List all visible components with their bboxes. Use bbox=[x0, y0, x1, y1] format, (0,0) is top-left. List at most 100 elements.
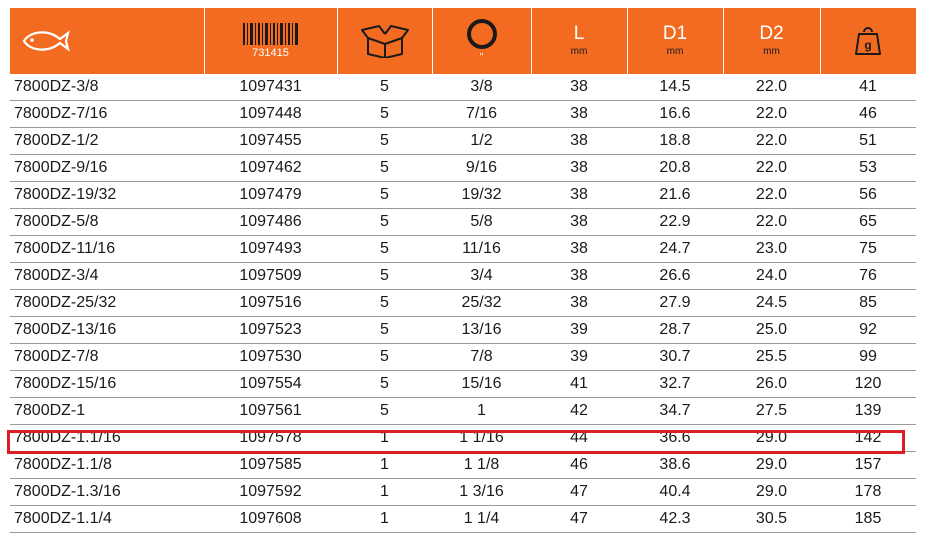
cell-size: 3/8 bbox=[432, 74, 531, 101]
cell-weight: 76 bbox=[820, 262, 916, 290]
header-d2: D2 mm bbox=[723, 8, 821, 74]
cell-pack-qty: 5 bbox=[337, 397, 432, 425]
cell-d1: 28.7 bbox=[627, 316, 723, 344]
cell-reference: 7800DZ-3/4 bbox=[10, 262, 204, 290]
cell-d2: 27.5 bbox=[723, 397, 820, 425]
cell-ean: 1097523 bbox=[204, 316, 337, 344]
cell-weight: 65 bbox=[820, 208, 916, 236]
cell-ean: 1097516 bbox=[204, 289, 337, 317]
cell-size: 19/32 bbox=[432, 181, 531, 209]
weight-label: g bbox=[865, 38, 872, 52]
cell-reference: 7800DZ-19/32 bbox=[10, 181, 204, 209]
table-row: 7800DZ-13/16 1097523 5 13/16 39 28.7 25.0 92 bbox=[10, 316, 916, 344]
barcode-number: 731415 bbox=[252, 47, 289, 59]
table-row: 7800DZ-25/32 1097516 5 25/32 38 27.9 24.5 85 bbox=[10, 289, 916, 317]
cell-d1: 27.9 bbox=[627, 289, 723, 317]
cell-weight: 157 bbox=[820, 451, 916, 479]
cell-pack-qty: 5 bbox=[337, 154, 432, 182]
cell-size: 1 bbox=[432, 397, 531, 425]
cell-ean: 1097479 bbox=[204, 181, 337, 209]
cell-size: 1 1/8 bbox=[432, 451, 531, 479]
d1-unit: mm bbox=[666, 46, 684, 57]
cell-pack-qty: 5 bbox=[337, 343, 432, 371]
cell-length: 39 bbox=[531, 316, 627, 344]
socket-icon bbox=[466, 19, 497, 49]
cell-d1: 32.7 bbox=[627, 370, 723, 398]
table-row: 7800DZ-3/8 1097431 5 3/8 38 14.5 22.0 41 bbox=[10, 74, 916, 101]
cell-weight: 120 bbox=[820, 370, 916, 398]
cell-d2: 22.0 bbox=[723, 127, 820, 155]
socket-unit: " bbox=[479, 52, 484, 63]
cell-d1: 20.8 bbox=[627, 154, 723, 182]
cell-d2: 24.0 bbox=[723, 262, 820, 290]
cell-weight: 139 bbox=[820, 397, 916, 425]
cell-reference: 7800DZ-15/16 bbox=[10, 370, 204, 398]
spec-table: 731415 " L mm bbox=[10, 8, 916, 533]
cell-ean: 1097462 bbox=[204, 154, 337, 182]
cell-reference: 7800DZ-3/8 bbox=[10, 74, 204, 101]
table-row: 7800DZ-1.3/16 1097592 1 1 3/16 47 40.4 29.0 178 bbox=[10, 478, 916, 506]
cell-d2: 30.5 bbox=[723, 505, 820, 533]
cell-weight: 46 bbox=[820, 100, 916, 128]
cell-d2: 25.5 bbox=[723, 343, 820, 371]
table-row: 7800DZ-9/16 1097462 5 9/16 38 20.8 22.0 53 bbox=[10, 154, 916, 182]
cell-weight: 75 bbox=[820, 235, 916, 263]
table-row: 7800DZ-7/16 1097448 5 7/16 38 16.6 22.0 46 bbox=[10, 100, 916, 128]
cell-weight: 56 bbox=[820, 181, 916, 209]
cell-d1: 18.8 bbox=[627, 127, 723, 155]
cell-size: 7/16 bbox=[432, 100, 531, 128]
cell-size: 5/8 bbox=[432, 208, 531, 236]
cell-length: 38 bbox=[531, 289, 627, 317]
cell-ean: 1097561 bbox=[204, 397, 337, 425]
cell-d1: 22.9 bbox=[627, 208, 723, 236]
cell-weight: 178 bbox=[820, 478, 916, 506]
cell-ean: 1097486 bbox=[204, 208, 337, 236]
cell-length: 38 bbox=[531, 74, 627, 101]
cell-ean: 1097431 bbox=[204, 74, 337, 101]
cell-reference: 7800DZ-1.1/16 bbox=[10, 424, 204, 452]
cell-d2: 22.0 bbox=[723, 100, 820, 128]
cell-d2: 22.0 bbox=[723, 154, 820, 182]
length-unit: mm bbox=[570, 46, 588, 57]
cell-d1: 36.6 bbox=[627, 424, 723, 452]
header-length: L mm bbox=[531, 8, 628, 74]
cell-pack-qty: 5 bbox=[337, 208, 432, 236]
cell-reference: 7800DZ-7/8 bbox=[10, 343, 204, 371]
d2-unit: mm bbox=[763, 46, 780, 57]
cell-weight: 99 bbox=[820, 343, 916, 371]
table-row: 7800DZ-1.1/16 1097578 1 1 1/16 44 36.6 29.0 142 bbox=[10, 424, 916, 452]
cell-ean: 1097608 bbox=[204, 505, 337, 533]
table-row: 7800DZ-7/8 1097530 5 7/8 39 30.7 25.5 99 bbox=[10, 343, 916, 371]
header-reference bbox=[10, 8, 205, 74]
cell-ean: 1097455 bbox=[204, 127, 337, 155]
cell-weight: 85 bbox=[820, 289, 916, 317]
cell-pack-qty: 1 bbox=[337, 424, 432, 452]
cell-d1: 30.7 bbox=[627, 343, 723, 371]
cell-length: 38 bbox=[531, 235, 627, 263]
cell-pack-qty: 1 bbox=[337, 451, 432, 479]
cell-weight: 53 bbox=[820, 154, 916, 182]
cell-ean: 1097592 bbox=[204, 478, 337, 506]
cell-length: 38 bbox=[531, 262, 627, 290]
cell-size: 15/16 bbox=[432, 370, 531, 398]
cell-length: 38 bbox=[531, 127, 627, 155]
cell-length: 38 bbox=[531, 100, 627, 128]
cell-d1: 40.4 bbox=[627, 478, 723, 506]
cell-pack-qty: 5 bbox=[337, 289, 432, 317]
cell-pack-qty: 5 bbox=[337, 100, 432, 128]
cell-d1: 21.6 bbox=[627, 181, 723, 209]
cell-reference: 7800DZ-1.1/4 bbox=[10, 505, 204, 533]
cell-length: 47 bbox=[531, 478, 627, 506]
cell-d2: 22.0 bbox=[723, 208, 820, 236]
cell-d2: 29.0 bbox=[723, 478, 820, 506]
cell-size: 1/2 bbox=[432, 127, 531, 155]
cell-d2: 26.0 bbox=[723, 370, 820, 398]
cell-size: 1 3/16 bbox=[432, 478, 531, 506]
cell-d1: 14.5 bbox=[627, 74, 723, 101]
cell-size: 7/8 bbox=[432, 343, 531, 371]
cell-reference: 7800DZ-11/16 bbox=[10, 235, 204, 263]
cell-pack-qty: 1 bbox=[337, 478, 432, 506]
cell-d1: 42.3 bbox=[627, 505, 723, 533]
cell-length: 46 bbox=[531, 451, 627, 479]
cell-pack-qty: 5 bbox=[337, 262, 432, 290]
